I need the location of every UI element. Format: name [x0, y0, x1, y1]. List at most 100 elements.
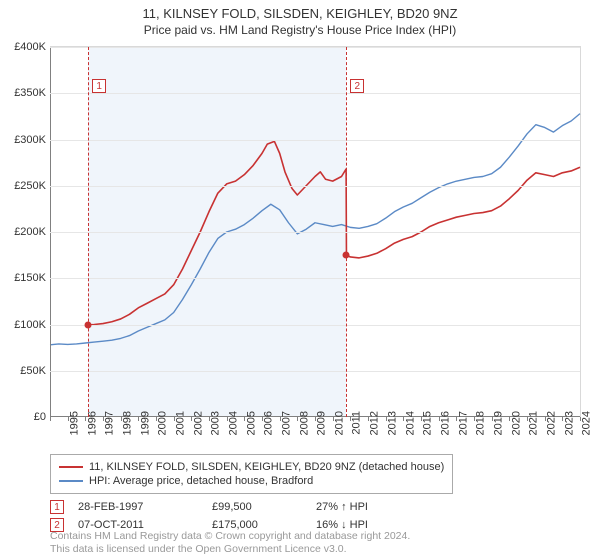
xtick-label: 2021: [528, 411, 540, 435]
ytick-label: £150K: [1, 272, 46, 284]
gridline-h: [50, 47, 580, 48]
legend-row: 11, KILNSEY FOLD, SILSDEN, KEIGHLEY, BD2…: [59, 461, 444, 473]
xtick-label: 2009: [316, 411, 328, 435]
xtick-label: 2019: [492, 411, 504, 435]
xtick-mark: [421, 417, 422, 421]
sale-dot: [85, 321, 92, 328]
sale-marker-box: 1: [92, 79, 106, 93]
sale-row-date: 28-FEB-1997: [78, 501, 198, 513]
attribution-line-1: Contains HM Land Registry data © Crown c…: [50, 530, 410, 543]
legend-row: HPI: Average price, detached house, Brad…: [59, 475, 444, 487]
xtick-label: 2001: [174, 411, 186, 435]
ytick-label: £0: [1, 411, 46, 423]
sale-dot: [343, 252, 350, 259]
xtick-mark: [368, 417, 369, 421]
xtick-label: 2005: [245, 411, 257, 435]
legend-box: 11, KILNSEY FOLD, SILSDEN, KEIGHLEY, BD2…: [50, 454, 453, 494]
legend-label: HPI: Average price, detached house, Brad…: [89, 475, 313, 487]
xtick-mark: [103, 417, 104, 421]
xtick-label: 2020: [510, 411, 522, 435]
attribution: Contains HM Land Registry data © Crown c…: [50, 530, 410, 556]
xtick-mark: [439, 417, 440, 421]
xtick-label: 2011: [350, 411, 362, 435]
xtick-mark: [509, 417, 510, 421]
legend-swatch: [59, 466, 83, 468]
sale-row-marker: 1: [50, 500, 64, 514]
xtick-mark: [262, 417, 263, 421]
xtick-mark: [227, 417, 228, 421]
sales-table: 128-FEB-1997£99,50027% ↑ HPI207-OCT-2011…: [50, 500, 580, 532]
xtick-mark: [527, 417, 528, 421]
xtick-mark: [297, 417, 298, 421]
xtick-mark: [580, 417, 581, 421]
ytick-label: £200K: [1, 226, 46, 238]
xtick-label: 1998: [121, 411, 133, 435]
xtick-mark: [492, 417, 493, 421]
sale-marker-box: 2: [350, 79, 364, 93]
gridline-h: [50, 186, 580, 187]
legend-label: 11, KILNSEY FOLD, SILSDEN, KEIGHLEY, BD2…: [89, 461, 444, 473]
ytick-label: £350K: [1, 87, 46, 99]
xtick-label: 1997: [104, 411, 116, 435]
xtick-label: 2016: [439, 411, 451, 435]
sale-vline: [88, 47, 89, 417]
gridline-h: [50, 371, 580, 372]
chart-title: 11, KILNSEY FOLD, SILSDEN, KEIGHLEY, BD2…: [0, 6, 600, 21]
xtick-mark: [121, 417, 122, 421]
attribution-line-2: This data is licensed under the Open Gov…: [50, 543, 410, 556]
ytick-label: £300K: [1, 134, 46, 146]
xtick-label: 2014: [404, 411, 416, 435]
xtick-label: 2023: [563, 411, 575, 435]
xtick-mark: [85, 417, 86, 421]
xtick-label: 2002: [192, 411, 204, 435]
xtick-mark: [138, 417, 139, 421]
xtick-label: 2010: [333, 411, 345, 435]
sale-row-hpi: 27% ↑ HPI: [316, 501, 416, 513]
xtick-mark: [50, 417, 51, 421]
xtick-mark: [315, 417, 316, 421]
sale-row: 1 28-FEB-1997 £99,500 27% ↑ HPI: [50, 500, 580, 514]
chart-plot-area: £0£50K£100K£150K£200K£250K£300K£350K£400…: [50, 46, 581, 417]
xtick-mark: [156, 417, 157, 421]
xtick-mark: [333, 417, 334, 421]
gridline-h: [50, 93, 580, 94]
xtick-label: 2008: [298, 411, 310, 435]
legend-and-sales: 11, KILNSEY FOLD, SILSDEN, KEIGHLEY, BD2…: [50, 454, 580, 536]
series-price_paid: [88, 141, 580, 325]
xtick-label: 2013: [386, 411, 398, 435]
xtick-mark: [456, 417, 457, 421]
chart-subtitle: Price paid vs. HM Land Registry's House …: [0, 23, 600, 37]
xtick-mark: [280, 417, 281, 421]
xtick-mark: [562, 417, 563, 421]
xtick-label: 2004: [227, 411, 239, 435]
sale-row-price: £99,500: [212, 501, 302, 513]
ytick-label: £400K: [1, 41, 46, 53]
series-hpi: [50, 114, 580, 345]
xtick-mark: [386, 417, 387, 421]
gridline-h: [50, 278, 580, 279]
xtick-label: 2018: [475, 411, 487, 435]
xtick-label: 2007: [280, 411, 292, 435]
xtick-mark: [191, 417, 192, 421]
ytick-label: £50K: [1, 365, 46, 377]
xtick-label: 2000: [157, 411, 169, 435]
xtick-mark: [209, 417, 210, 421]
xtick-mark: [244, 417, 245, 421]
gridline-h: [50, 232, 580, 233]
xtick-label: 2015: [422, 411, 434, 435]
xtick-label: 2017: [457, 411, 469, 435]
xtick-label: 2003: [210, 411, 222, 435]
sale-vline: [346, 47, 347, 417]
xtick-label: 2024: [581, 411, 593, 435]
gridline-h: [50, 325, 580, 326]
xtick-mark: [68, 417, 69, 421]
xtick-label: 1999: [139, 411, 151, 435]
xtick-mark: [403, 417, 404, 421]
xtick-mark: [474, 417, 475, 421]
xtick-mark: [174, 417, 175, 421]
xtick-label: 2022: [545, 411, 557, 435]
xtick-mark: [545, 417, 546, 421]
ytick-label: £250K: [1, 180, 46, 192]
ytick-label: £100K: [1, 319, 46, 331]
xtick-label: 2012: [369, 411, 381, 435]
